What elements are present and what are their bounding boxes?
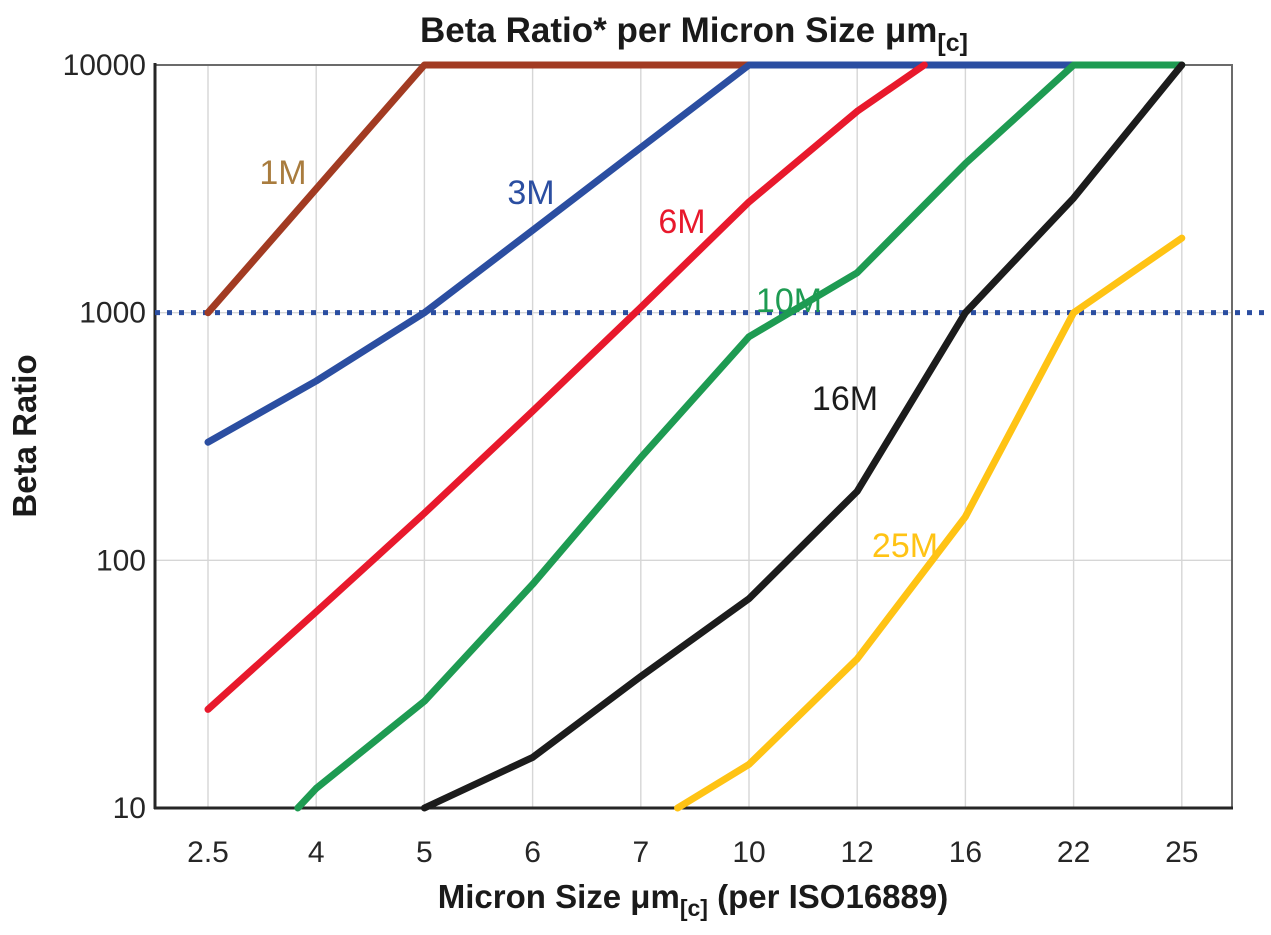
series-line-3M (204, 61, 1078, 446)
series-line-6M (204, 61, 928, 713)
y-tick-label-100: 100 (96, 544, 146, 577)
chart-title-main: Beta Ratio* per Micron Size μm (420, 11, 937, 50)
series-lines (204, 61, 1186, 812)
series-line-1M (204, 61, 753, 317)
chart-title: Beta Ratio* per Micron Size μm[c] (420, 11, 968, 57)
series-line-25M (674, 234, 1186, 812)
y-tick-labels: 10 100 1000 10000 (63, 49, 146, 825)
x-tick-labels: 2.5 4 5 6 7 10 12 16 22 25 (187, 836, 1198, 869)
series-label-16M: 16M (812, 380, 878, 418)
y-tick-label-10000: 10000 (63, 49, 146, 82)
y-tick-label-1000: 1000 (79, 297, 146, 330)
x-tick-label-25: 25 (1165, 836, 1198, 869)
x-tick-label-6: 6 (524, 836, 541, 869)
y-axis-title: Beta Ratio (6, 354, 43, 517)
plot-area (155, 65, 1232, 808)
x-tick-label-2.5: 2.5 (187, 836, 229, 869)
x-tick-label-4: 4 (308, 836, 325, 869)
series-label-10M: 10M (756, 282, 822, 320)
y-tick-label-10: 10 (113, 792, 146, 825)
series-label-1M: 1M (259, 154, 306, 192)
series-label-25M: 25M (872, 527, 938, 565)
series-label-3M: 3M (507, 174, 554, 212)
x-axis-title-pre: Micron Size μm (438, 878, 680, 915)
series-line-16M (420, 61, 1186, 812)
chart-title-subscript: [c] (937, 29, 968, 57)
x-tick-label-12: 12 (841, 836, 874, 869)
x-tick-label-5: 5 (416, 836, 433, 869)
x-tick-label-7: 7 (632, 836, 649, 869)
x-axis-title-post: (per ISO16889) (708, 878, 948, 915)
x-tick-label-16: 16 (949, 836, 982, 869)
x-axis-title: Micron Size μm[c] (per ISO16889) (438, 878, 948, 921)
x-axis-title-subscript: [c] (680, 895, 708, 921)
x-tick-label-22: 22 (1057, 836, 1090, 869)
series-line-10M (294, 61, 1186, 812)
series-labels: 1M 3M 6M 10M 16M 25M (259, 154, 938, 565)
x-tick-label-10: 10 (732, 836, 765, 869)
series-label-6M: 6M (658, 203, 705, 241)
